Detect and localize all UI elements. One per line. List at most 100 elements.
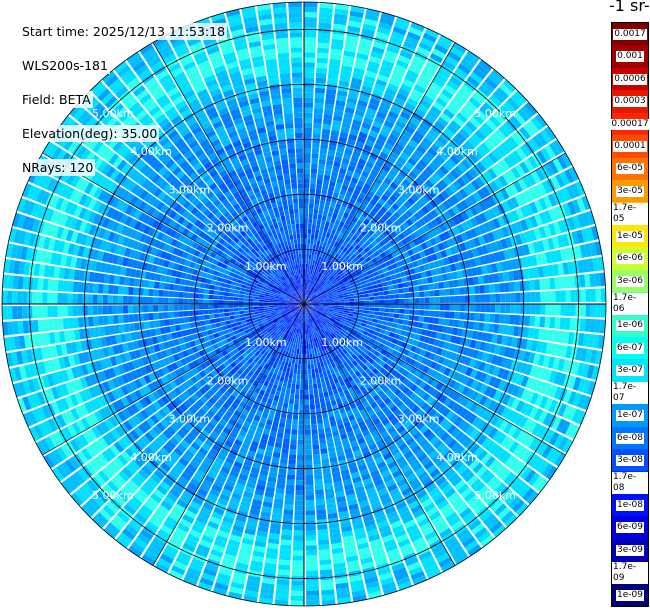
ray-gate <box>363 166 372 174</box>
ray-gate <box>284 428 291 435</box>
ray-gate <box>415 79 429 90</box>
ray-gate <box>489 313 495 323</box>
ray-gate <box>400 204 409 213</box>
ray-gate <box>278 564 291 571</box>
ray-gate <box>339 272 345 278</box>
ray-gate <box>350 262 357 269</box>
ray-gate <box>316 292 321 296</box>
ray-gate <box>305 449 312 455</box>
ray-gate <box>382 222 390 230</box>
ray-gate <box>540 129 552 144</box>
ray-gate <box>336 287 342 292</box>
ray-gate <box>469 217 479 228</box>
ray-gate <box>353 189 361 196</box>
ray-gate <box>505 198 515 211</box>
ray-gate <box>309 248 313 255</box>
ray-gate <box>308 258 311 265</box>
ray-gate <box>519 161 530 175</box>
ray-gate <box>304 117 313 123</box>
ray-gate <box>345 242 352 249</box>
ray-gate <box>397 224 406 233</box>
ray-gate <box>313 297 319 301</box>
ray-gate <box>327 78 338 86</box>
ray-gate <box>291 585 304 591</box>
ray-gate <box>379 307 385 312</box>
ray-gate <box>293 525 304 531</box>
ray-gate <box>502 79 516 93</box>
ray-gate <box>460 84 474 96</box>
ray-gate <box>304 112 313 118</box>
ray-gate <box>416 244 424 252</box>
ray-gate <box>459 108 472 120</box>
ray-gate <box>432 324 439 332</box>
ray-gate <box>305 439 312 445</box>
ray-gate <box>479 304 486 313</box>
ray-gate <box>469 71 483 84</box>
ray-gate <box>323 473 332 480</box>
ray-gate <box>304 37 317 43</box>
ray-gate <box>358 158 367 166</box>
ray-gate <box>358 131 368 140</box>
ray-gate <box>515 147 527 160</box>
ray-gate <box>315 277 319 283</box>
ray-gate <box>351 205 359 213</box>
ray-gate <box>357 240 365 247</box>
ray-gate <box>305 484 314 491</box>
ray-gate <box>297 439 304 445</box>
ray-gate <box>321 269 326 275</box>
ray-gate <box>383 189 392 198</box>
ray-gate <box>374 307 380 312</box>
ray-gate <box>440 189 450 200</box>
ray-gate <box>368 310 375 315</box>
ray-gate <box>526 173 537 186</box>
ray-gate <box>290 600 304 606</box>
ray-gate <box>370 246 377 254</box>
ray-gate <box>381 147 391 156</box>
ray-gate <box>399 304 405 309</box>
ray-gate <box>377 319 383 325</box>
ray-gate <box>336 225 343 232</box>
ray-gate <box>344 299 350 302</box>
ray-gate <box>313 358 317 364</box>
ray-gate <box>388 246 396 254</box>
ray-gate <box>307 223 312 229</box>
ray-gate <box>341 158 350 165</box>
ray-gate <box>369 253 376 260</box>
ray-gate <box>363 182 372 191</box>
ray-gate <box>333 282 339 287</box>
ray-gate <box>320 448 328 455</box>
ray-gate <box>373 83 386 92</box>
ray-gate <box>308 299 314 302</box>
ray-gate <box>326 88 337 95</box>
ray-gate <box>474 285 480 294</box>
ray-gate <box>498 175 508 187</box>
ray-gate <box>401 213 409 221</box>
ray-gate <box>490 69 505 82</box>
ray-gate <box>411 246 419 255</box>
ray-gate <box>304 147 312 154</box>
ray-gate <box>600 304 606 318</box>
ray-gate <box>304 394 310 400</box>
ray-gate <box>377 198 386 206</box>
ray-gate <box>381 281 388 287</box>
ray-gate <box>414 297 420 304</box>
ray-gate <box>433 139 445 150</box>
ray-gate <box>401 165 411 175</box>
ray-gate <box>474 129 487 142</box>
ray-gate <box>404 309 410 315</box>
ray-gate <box>308 208 314 214</box>
ray-gate <box>316 293 322 297</box>
ray-gate <box>355 57 368 66</box>
ray-gate <box>339 244 345 251</box>
ray-gate <box>419 304 425 310</box>
ray-gate <box>409 215 418 224</box>
ray-gate <box>477 188 487 200</box>
ray-gate <box>306 253 309 259</box>
ray-gate <box>386 138 396 147</box>
ray-gate <box>350 124 361 132</box>
ray-gate <box>427 276 434 284</box>
ray-gate <box>319 153 327 160</box>
ray-gate <box>285 484 295 490</box>
ray-gate <box>347 232 354 239</box>
ray-gate <box>311 223 317 230</box>
